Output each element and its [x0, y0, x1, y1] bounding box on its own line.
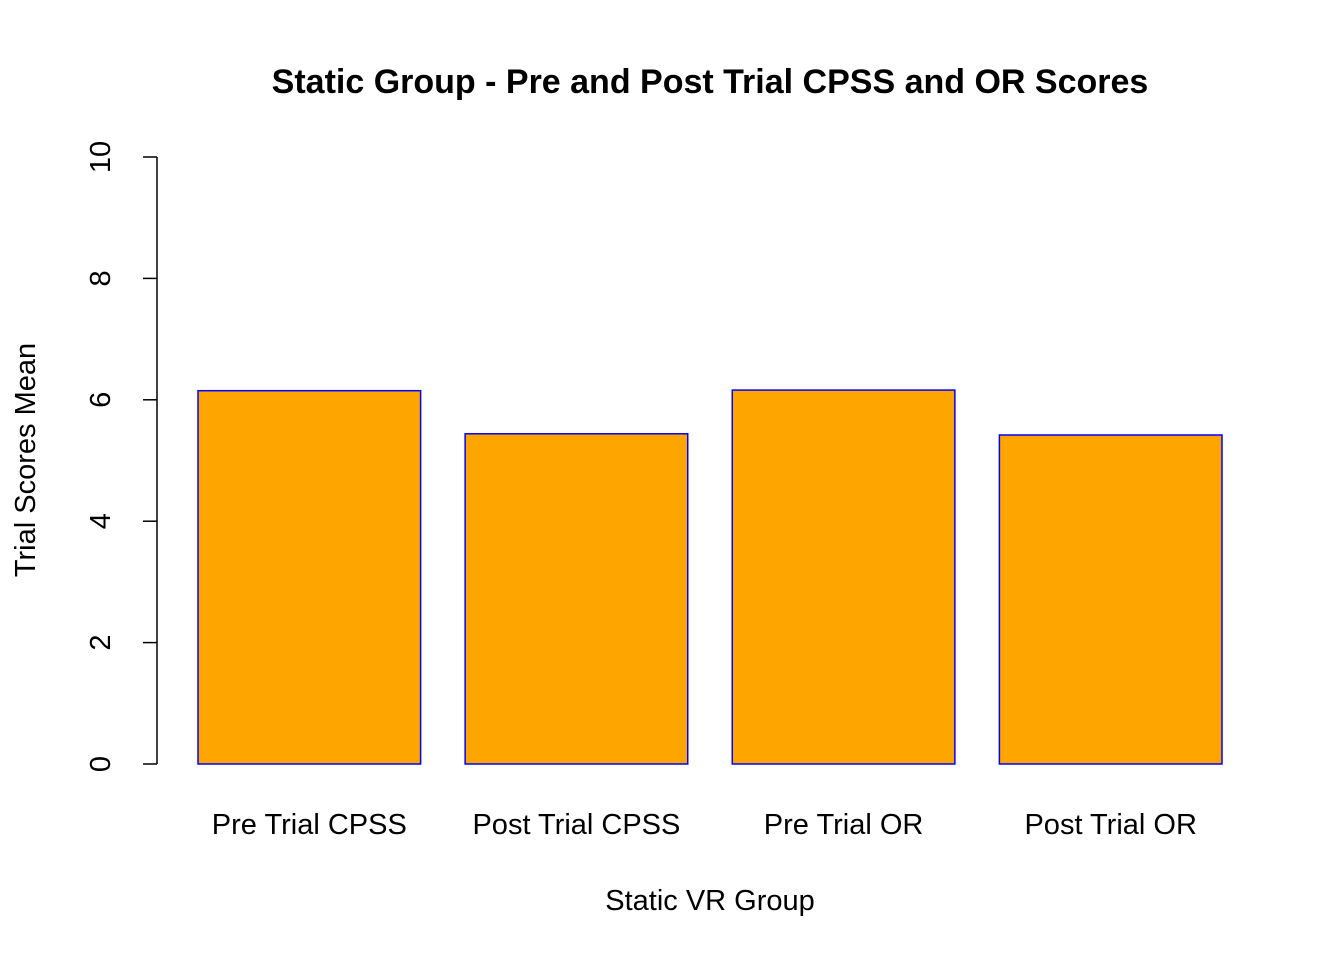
y-tick-label: 2 — [85, 635, 117, 651]
bar — [998, 434, 1223, 765]
bar — [731, 389, 956, 765]
x-category-label: Post Trial OR — [1024, 809, 1196, 841]
y-axis: 0 2 4 6 8 10 — [85, 141, 158, 772]
y-axis-label: Trial Scores Mean — [10, 343, 42, 577]
chart-title: Static Group - Pre and Post Trial CPSS a… — [272, 63, 1149, 101]
x-category-label: Pre Trial CPSS — [212, 809, 407, 841]
bar — [197, 389, 422, 765]
y-tick-label: 8 — [85, 270, 117, 286]
x-category-label: Post Trial CPSS — [472, 809, 680, 841]
y-tick-label: 4 — [85, 513, 117, 529]
y-tick-label: 10 — [85, 141, 117, 173]
x-category-label: Pre Trial OR — [764, 809, 924, 841]
x-category-labels: Pre Trial CPSS Post Trial CPSS Pre Trial O… — [212, 809, 1197, 841]
y-tick-label: 6 — [85, 392, 117, 408]
x-axis-label: Static VR Group — [605, 885, 815, 917]
bars — [197, 389, 1223, 765]
bar — [464, 433, 689, 765]
y-tick-label: 0 — [85, 756, 117, 772]
